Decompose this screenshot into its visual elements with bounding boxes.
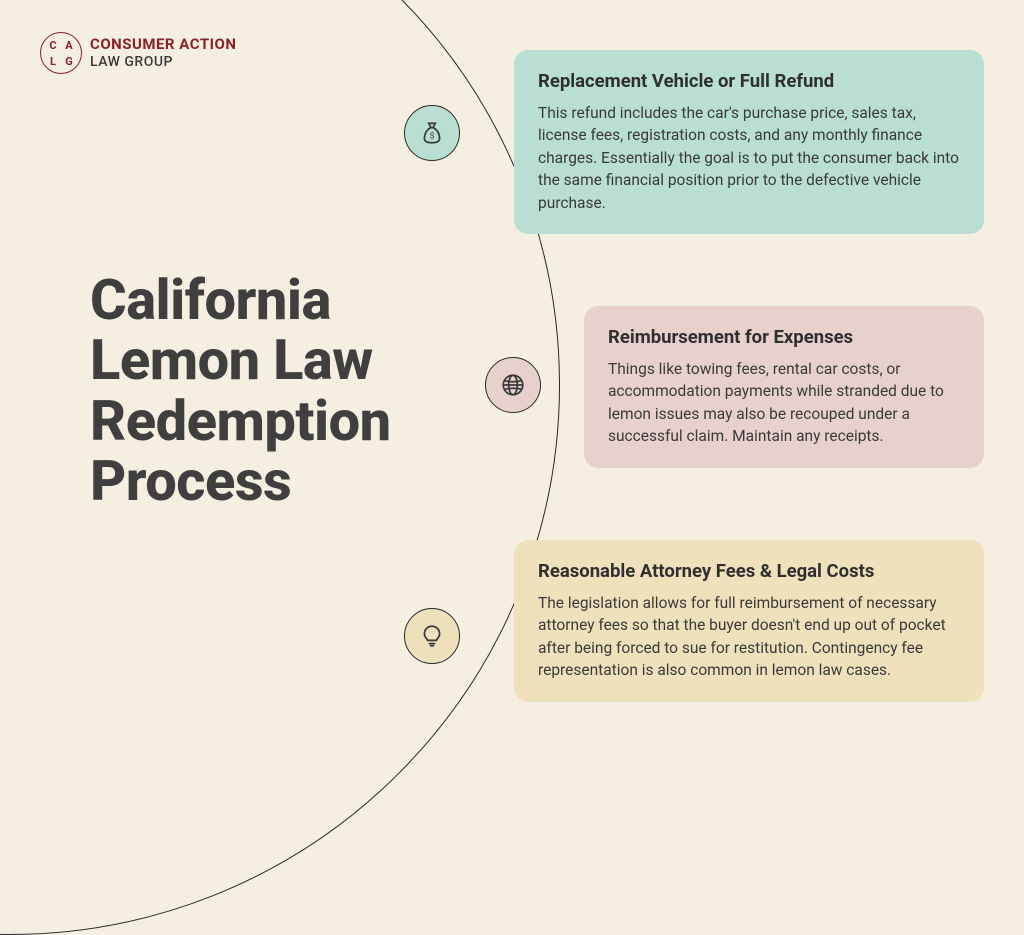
card-attorney-fees: Reasonable Attorney Fees & Legal Costs T… bbox=[514, 540, 984, 702]
logo: C A L G CONSUMER ACTION LAW GROUP bbox=[40, 32, 236, 74]
globe-icon bbox=[500, 372, 526, 398]
card-title: Reimbursement for Expenses bbox=[608, 326, 960, 348]
svg-text:$: $ bbox=[430, 130, 435, 141]
card-body: Things like towing fees, rental car cost… bbox=[608, 358, 960, 448]
card-body: This refund includes the car's purchase … bbox=[538, 102, 960, 214]
node-money: $ bbox=[404, 105, 460, 161]
card-reimbursement: Reimbursement for Expenses Things like t… bbox=[584, 306, 984, 468]
page-title: CaliforniaLemon LawRedemptionProcess bbox=[90, 270, 391, 512]
card-title: Replacement Vehicle or Full Refund bbox=[538, 70, 960, 92]
logo-line2: LAW GROUP bbox=[90, 54, 236, 70]
money-bag-icon: $ bbox=[419, 120, 445, 146]
logo-line1: CONSUMER ACTION bbox=[90, 36, 236, 53]
logo-badge: C A L G bbox=[40, 32, 82, 74]
logo-text: CONSUMER ACTION LAW GROUP bbox=[90, 36, 236, 69]
logo-letter: G bbox=[65, 56, 73, 67]
logo-letter: C bbox=[49, 40, 56, 51]
node-lightbulb bbox=[404, 608, 460, 664]
node-globe bbox=[485, 357, 541, 413]
card-title: Reasonable Attorney Fees & Legal Costs bbox=[538, 560, 960, 582]
logo-letter: L bbox=[50, 56, 56, 67]
logo-letter: A bbox=[65, 40, 72, 51]
card-refund: Replacement Vehicle or Full Refund This … bbox=[514, 50, 984, 234]
lightbulb-icon bbox=[419, 623, 445, 649]
card-body: The legislation allows for full reimburs… bbox=[538, 592, 960, 682]
